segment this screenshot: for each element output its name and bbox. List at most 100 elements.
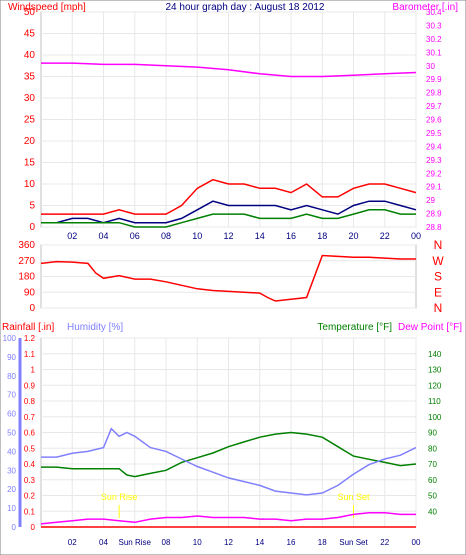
barometer-y-tick-label: 29.6 — [426, 116, 442, 125]
barometer-y-tick-label: 30 — [426, 62, 435, 71]
rain-y-tick-label: 0.6 — [24, 429, 36, 438]
wind-x-tick-label: 04 — [98, 231, 108, 241]
humidity-y-tick-label: 50 — [7, 429, 16, 438]
wind-x-tick-label: 18 — [317, 231, 327, 241]
barometer-y-tick-label: 30.1 — [426, 48, 442, 57]
wind-y-tick-label: 0 — [29, 222, 35, 233]
wind-y-tick-label: 35 — [24, 72, 36, 83]
rain-y-tick-label: 1.1 — [24, 350, 36, 359]
compass-tick-label: S — [434, 270, 442, 284]
humidity-y-tick-label: 70 — [7, 391, 16, 400]
rain-x-tick-label: 10 — [193, 538, 202, 547]
humidity-y-tick-label: 40 — [7, 447, 16, 456]
rain-y-tick-label: 0.4 — [24, 460, 36, 469]
humidity-y-tick-label: 60 — [7, 410, 16, 419]
temperature-axis-title: Temperature [°F] — [317, 322, 392, 333]
rain-x-tick-label: 00 — [412, 538, 421, 547]
compass-tick-label: N — [434, 238, 443, 252]
barometer-axis-title: Barometer [.in] — [392, 2, 458, 13]
direction-y-tick-label: 180 — [18, 272, 35, 283]
rain-y-tick-label: 0.2 — [24, 492, 36, 501]
rain-y-tick-label: 0.3 — [24, 476, 36, 485]
wind-y-tick-label: 25 — [24, 115, 36, 126]
wind-x-tick-label: 10 — [192, 231, 202, 241]
compass-tick-label: W — [432, 254, 444, 268]
rain-y-tick-label: 0.9 — [24, 381, 36, 390]
barometer-y-tick-label: 29.9 — [426, 75, 442, 84]
rain-x-tick-label: 14 — [255, 538, 264, 547]
rain-x-tick-label: 18 — [318, 538, 327, 547]
wind-series-line-3 — [41, 209, 416, 228]
rain-x-tick-label: 04 — [99, 538, 108, 547]
rain-y-tick-label: 0 — [31, 523, 36, 532]
windspeed-axis-title: Windspeed [mph] — [8, 2, 86, 13]
barometer-y-tick-label: 30.2 — [426, 35, 442, 44]
temperature-y-tick-label: 100 — [428, 413, 442, 422]
rain-x-tick-label: Sun Set — [339, 538, 368, 547]
wind-y-tick-label: 50 — [24, 7, 36, 18]
rain-y-tick-label: 0.1 — [24, 507, 36, 516]
barometer-y-tick-label: 29.1 — [426, 183, 442, 192]
humidity-axis-title: Humidity [%] — [67, 322, 123, 333]
temperature-y-tick-label: 80 — [428, 444, 437, 453]
rain-y-tick-label: 0.8 — [24, 397, 36, 406]
wind-x-tick-label: 16 — [286, 231, 296, 241]
rain-x-tick-label: 02 — [68, 538, 77, 547]
direction-y-tick-label: 0 — [29, 303, 35, 314]
wind-y-tick-label: 5 — [29, 201, 35, 212]
temperature-y-tick-label: 120 — [428, 381, 442, 390]
wind-series-line-0 — [41, 62, 417, 78]
temperature-y-tick-label: 70 — [428, 460, 437, 469]
barometer-y-tick-label: 29 — [426, 196, 435, 205]
compass-tick-label: N — [434, 301, 443, 315]
wind-y-tick-label: 20 — [24, 136, 36, 147]
wind-x-tick-label: 02 — [67, 231, 77, 241]
rain-x-tick-label: 08 — [162, 538, 171, 547]
barometer-y-tick-label: 28.8 — [426, 223, 442, 232]
temperature-y-tick-label: 40 — [428, 507, 437, 516]
humidity-y-tick-label: 100 — [3, 334, 17, 343]
rain-y-tick-label: 0.7 — [24, 413, 36, 422]
temperature-y-tick-label: 110 — [428, 397, 441, 406]
temperature-y-tick-label: 50 — [428, 492, 437, 501]
barometer-y-tick-label: 29.2 — [426, 169, 442, 178]
wind-x-tick-label: 22 — [380, 231, 390, 241]
wind-y-tick-label: 10 — [24, 179, 36, 190]
rain-series-line-1 — [41, 427, 417, 496]
compass-tick-label: E — [434, 285, 442, 299]
dewpoint-axis-title: Dew Point [°F] — [398, 322, 462, 333]
barometer-y-tick-label: 29.7 — [426, 102, 442, 111]
rain-y-tick-label: 1.2 — [24, 334, 36, 343]
rain-x-tick-label: Sun Rise — [119, 538, 152, 547]
wind-y-tick-label: 45 — [24, 29, 36, 40]
rain-x-tick-label: 22 — [380, 538, 389, 547]
sunset-annotation: Sun Set — [337, 492, 370, 502]
wind-x-tick-label: 08 — [161, 231, 171, 241]
temperature-y-tick-label: 140 — [428, 350, 442, 359]
humidity-y-tick-label: 30 — [7, 466, 16, 475]
humidity-y-tick-label: 10 — [7, 504, 16, 513]
humidity-y-tick-label: 80 — [7, 372, 16, 381]
rainfall-axis-title: Rainfall [.in] — [2, 322, 54, 333]
graph-title: 24 hour graph day : August 18 2012 — [165, 2, 324, 13]
rain-y-tick-label: 0.5 — [24, 444, 36, 453]
barometer-y-tick-label: 29.5 — [426, 129, 442, 138]
barometer-y-tick-label: 29.4 — [426, 142, 442, 151]
rain-x-tick-label: 12 — [224, 538, 233, 547]
rain-x-tick-label: 16 — [287, 538, 296, 547]
barometer-y-tick-label: 29.8 — [426, 89, 442, 98]
sunrise-annotation: Sun Rise — [101, 492, 138, 502]
humidity-y-tick-label: 90 — [7, 353, 16, 362]
barometer-y-tick-label: 29.3 — [426, 156, 442, 165]
rain-series-line-2 — [40, 512, 416, 525]
wind-x-tick-label: 06 — [130, 231, 140, 241]
rain-y-tick-label: 1 — [31, 366, 36, 375]
wind-y-tick-label: 40 — [24, 50, 36, 61]
wind-x-tick-label: 20 — [348, 231, 358, 241]
humidity-y-tick-label: 20 — [7, 485, 16, 494]
wind-x-tick-label: 00 — [411, 231, 421, 241]
direction-series-line-0 — [40, 254, 416, 302]
barometer-y-tick-label: 30.4 — [426, 8, 442, 17]
